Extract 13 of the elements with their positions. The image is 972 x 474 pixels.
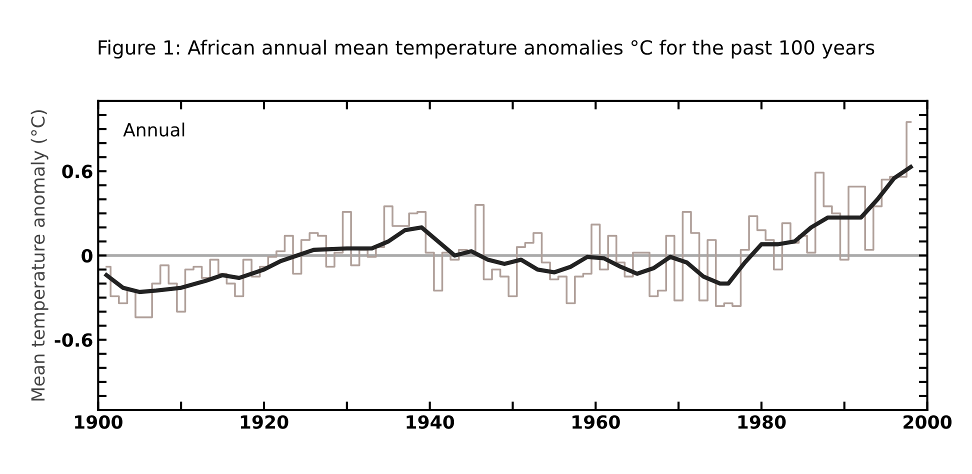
chart-title: Figure 1: African annual mean temperature anomalies °C for the past 100 years <box>98 40 874 59</box>
y-axis-title: Mean temperature anomaly (°C) <box>30 110 48 400</box>
y-tick-label: -0.6 <box>54 333 92 347</box>
x-tick-label: 1980 <box>738 415 786 429</box>
y-tick-label: 0 <box>82 248 92 263</box>
x-tick-label: 1900 <box>75 415 122 429</box>
annotation: Annual <box>123 122 184 137</box>
line-series <box>104 164 913 294</box>
x-tick-label: 1920 <box>240 415 288 429</box>
x-tick-label: 2000 <box>904 415 952 429</box>
x-tick-label: 1960 <box>572 415 620 429</box>
y-tick-label: 0.6 <box>62 164 92 178</box>
x-tick-label: 1940 <box>406 415 454 429</box>
